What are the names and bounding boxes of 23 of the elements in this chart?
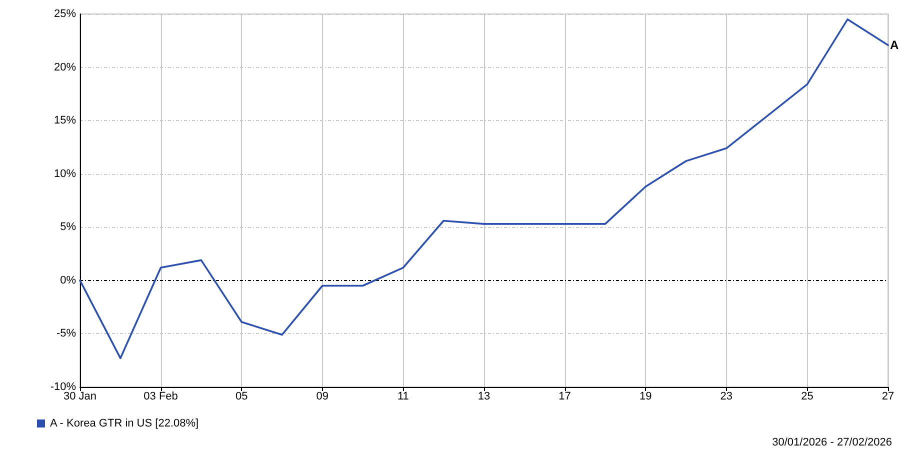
y-tick-label: 0% bbox=[60, 274, 76, 286]
x-tick-label: 25 bbox=[801, 390, 814, 402]
y-tick-label: -10% bbox=[50, 381, 76, 393]
y-tick-label: 10% bbox=[54, 168, 76, 180]
y-tick-label: 20% bbox=[54, 61, 76, 74]
x-tick-label: 05 bbox=[235, 390, 248, 402]
y-tick-label: 5% bbox=[60, 221, 76, 234]
x-tick-label: 27 bbox=[882, 390, 894, 402]
x-tick-label: 19 bbox=[639, 390, 652, 402]
y-tick-label: 15% bbox=[54, 114, 76, 127]
x-tick-label: 13 bbox=[478, 390, 490, 402]
x-tick-label: 17 bbox=[558, 390, 571, 402]
annotation: A bbox=[890, 38, 899, 52]
x-tick-label: 23 bbox=[720, 390, 733, 402]
y-tick-label: -5% bbox=[56, 328, 76, 340]
legend-label: A - Korea GTR in US [22.08%] bbox=[50, 418, 199, 430]
line-series bbox=[79, 18, 889, 360]
text: 30/01/2026 - 27/02/2026 bbox=[772, 436, 892, 448]
x-tick-label: 03 Feb bbox=[144, 390, 178, 402]
x-tick-label: 11 bbox=[397, 390, 409, 402]
y-tick-label: 25% bbox=[54, 8, 76, 20]
x-tick-label: 09 bbox=[316, 390, 329, 402]
x-tick-label: 30 Jan bbox=[63, 390, 97, 402]
